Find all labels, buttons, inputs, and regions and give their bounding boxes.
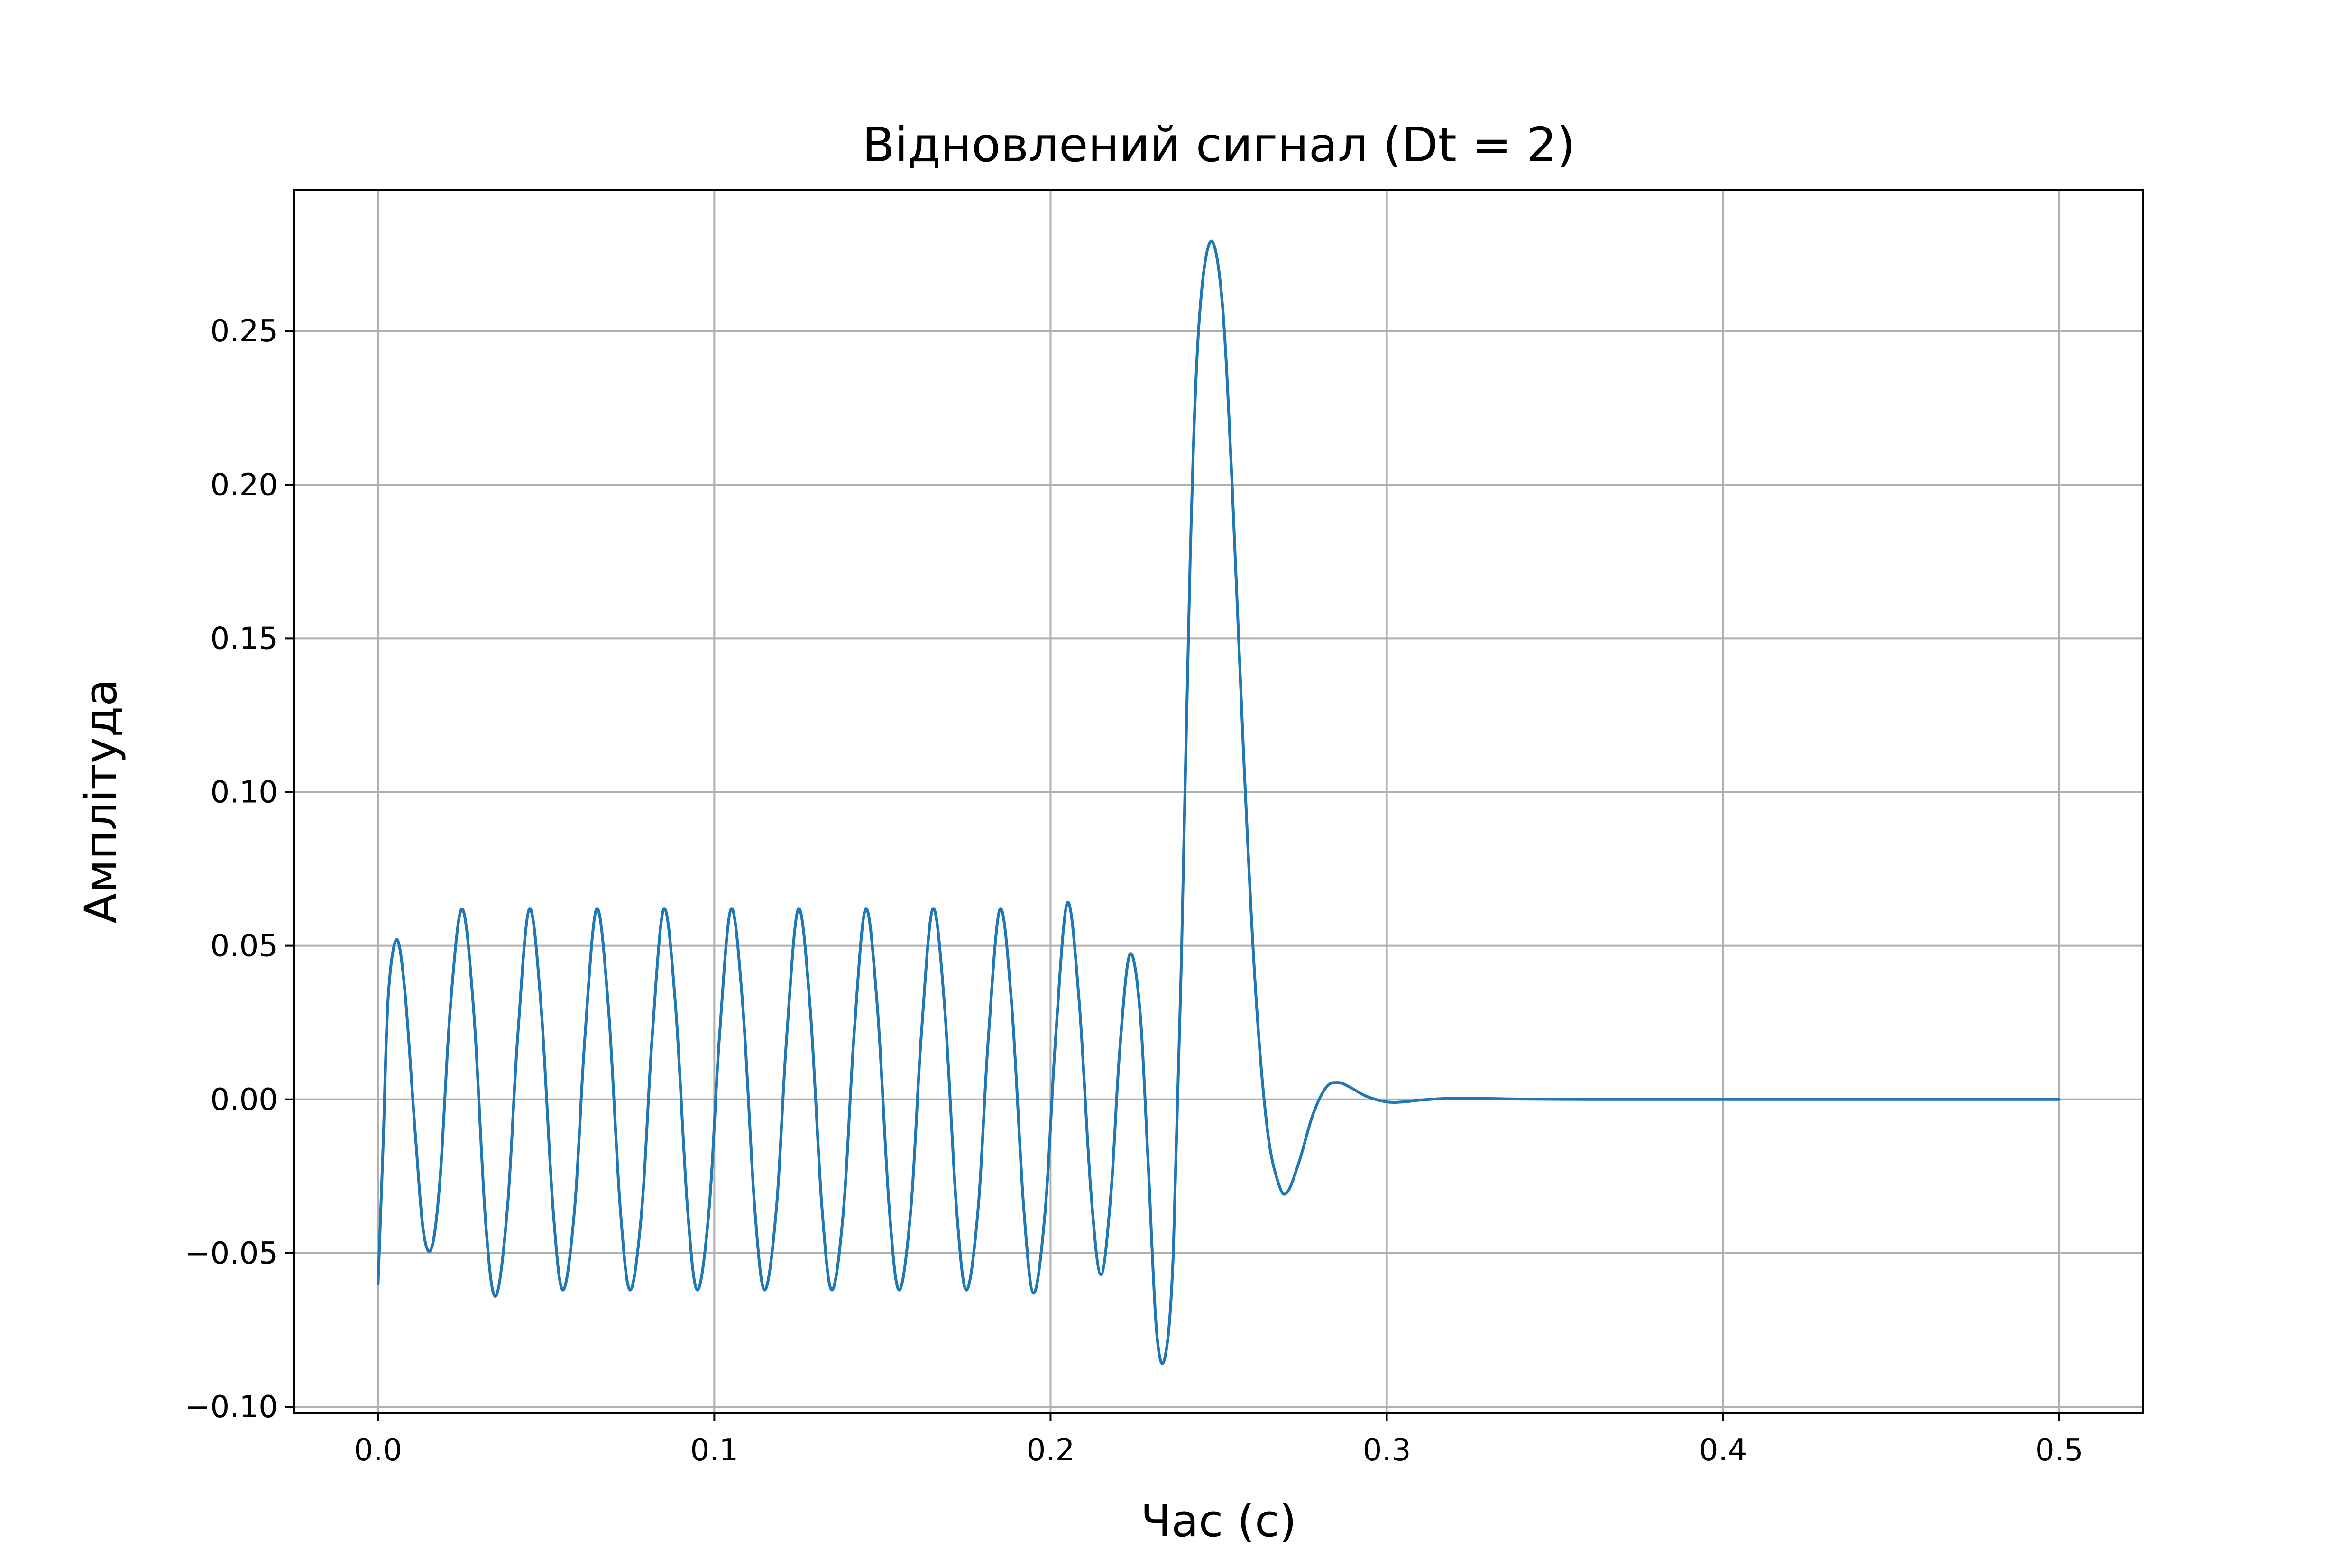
x-tick-label: 0.4 <box>1699 1433 1747 1468</box>
y-tick-label: 0.10 <box>211 775 278 810</box>
grid <box>294 190 2143 1413</box>
y-tick-label: 0.15 <box>211 621 278 656</box>
x-axis-title: Час (с) <box>1141 1495 1297 1547</box>
y-tick-label: 0.00 <box>211 1082 278 1118</box>
x-tick-label: 0.5 <box>2035 1433 2084 1468</box>
y-axis-title: Амплітуда <box>75 679 127 924</box>
y-tick-label: 0.05 <box>211 929 278 964</box>
y-tick-label: 0.25 <box>211 314 278 349</box>
y-tick-label: 0.20 <box>211 468 278 503</box>
y-axis: −0.10 −0.05 0.00 0.05 0.10 0.15 0.20 0.25 <box>185 314 294 1425</box>
y-tick-label: −0.10 <box>185 1390 278 1425</box>
x-tick-label: 0.0 <box>354 1433 402 1468</box>
chart-title: Відновлений сигнал (Dt = 2) <box>862 117 1575 173</box>
x-tick-label: 0.3 <box>1363 1433 1411 1468</box>
x-tick-label: 0.1 <box>690 1433 738 1468</box>
y-tick-label: −0.05 <box>185 1236 278 1271</box>
series-line <box>377 239 2061 1365</box>
plot-frame <box>293 189 2144 1414</box>
x-axis: 0.0 0.1 0.2 0.3 0.4 0.5 <box>354 1413 2084 1468</box>
x-tick-label: 0.2 <box>1027 1433 1075 1468</box>
